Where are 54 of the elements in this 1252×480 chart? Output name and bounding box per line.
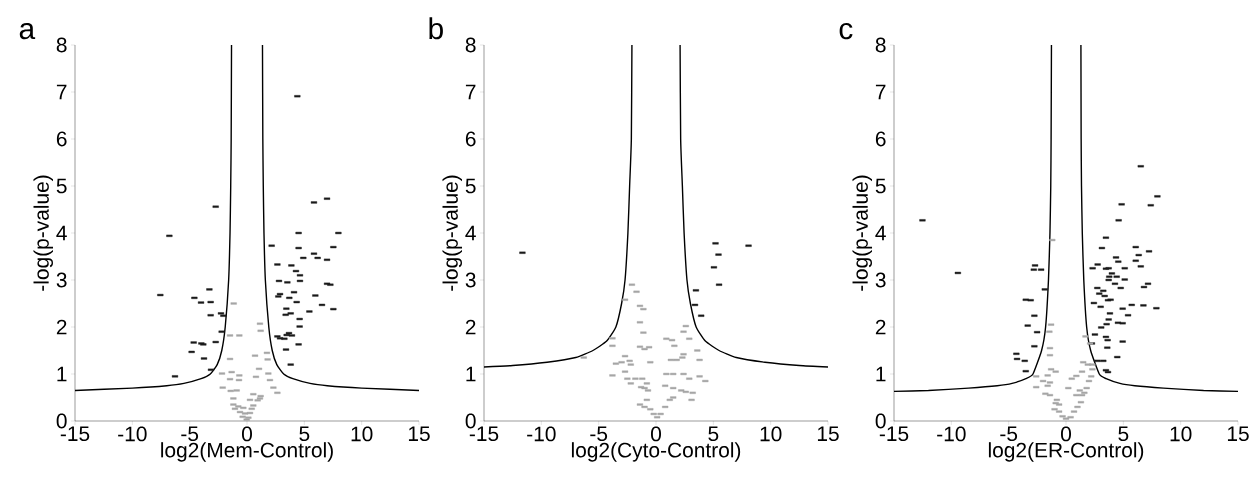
y-tick-label: 5: [56, 178, 67, 194]
y-tick-label: 6: [56, 131, 67, 147]
y-tick-label: 4: [56, 225, 67, 241]
y-tick-label: 2: [875, 319, 886, 335]
line-series: [679, 44, 829, 368]
x-tick-label: -5: [181, 426, 199, 442]
y-tick-label: 3: [56, 272, 67, 288]
line-series: [1080, 44, 1239, 393]
x-tick-label: 5: [1118, 426, 1129, 442]
x-tick-label: 5: [708, 426, 719, 442]
y-axis-title: -log(p-value): [33, 175, 54, 291]
x-tick-label: -5: [1000, 426, 1018, 442]
chart-title: a: [19, 22, 36, 40]
y-tick-label: 5: [875, 178, 886, 194]
y-axis-title: -log(p-value): [442, 175, 463, 291]
y-tick-label: 3: [465, 272, 476, 288]
y-tick-label: 8: [465, 37, 476, 53]
y-tick-label: 8: [56, 37, 67, 53]
x-tick-label: -5: [590, 426, 608, 442]
x-tick-label: 15: [817, 426, 839, 442]
x-tick-label: 5: [299, 426, 310, 442]
y-tick-label: 6: [875, 131, 886, 147]
x-axis-title: log2(Mem-Control): [161, 442, 333, 462]
y-tick-label: 2: [465, 319, 476, 335]
x-tick-label: 10: [1170, 426, 1192, 442]
y-tick-label: 5: [465, 178, 476, 194]
y-tick-label: 4: [465, 225, 476, 241]
chart-title: c: [839, 22, 853, 40]
x-tick-label: 0: [242, 426, 252, 442]
x-tick-label: -10: [937, 426, 966, 442]
x-axis-title: log2(Cyto-Control): [571, 442, 741, 462]
y-tick-label: 1: [466, 366, 476, 382]
x-axis-title: log2(ER-Control): [988, 442, 1144, 462]
y-tick-label: 7: [56, 84, 67, 100]
y-tick-label: 7: [465, 84, 476, 100]
x-tick-label: 10: [351, 426, 373, 442]
x-tick-label: 15: [408, 426, 430, 442]
y-tick-label: 1: [876, 366, 886, 382]
x-tick-label: -10: [527, 426, 556, 442]
y-tick-label: 4: [875, 225, 886, 241]
chart-title: b: [429, 17, 443, 40]
y-tick-label: 2: [56, 319, 67, 335]
x-tick-label: 0: [1061, 426, 1072, 442]
y-tick-label: 7: [875, 84, 886, 100]
y-axis-title: -log(p-value): [852, 175, 873, 291]
y-tick-label: 8: [875, 37, 886, 53]
x-tick-label: -10: [118, 426, 147, 442]
x-tick-label: 10: [760, 426, 782, 442]
y-tick-label: 6: [465, 131, 476, 147]
line-series: [261, 44, 420, 392]
x-tick-label: 15: [1227, 426, 1249, 442]
y-tick-label: 3: [875, 272, 886, 288]
y-tick-label: 1: [57, 366, 67, 382]
x-tick-label: 0: [651, 426, 661, 442]
